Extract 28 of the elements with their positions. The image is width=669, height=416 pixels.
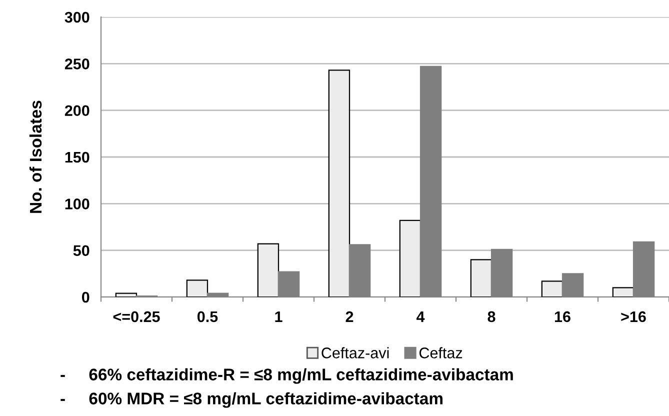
- bar: [328, 70, 350, 297]
- y-tick-label: 150: [65, 152, 90, 163]
- y-tick-label: 300: [64, 12, 90, 23]
- x-tick-label: 1: [275, 311, 282, 322]
- x-tick-label: >16: [621, 311, 646, 322]
- bar: [612, 287, 634, 297]
- y-tick-label: 200: [64, 105, 90, 116]
- x-tick-label: 16: [554, 311, 570, 322]
- text: - 66% ceftazidime-R = ≤8 mg/mL ceftazidime-avibactam: [60, 368, 513, 384]
- x-tick-label: 8: [488, 311, 496, 322]
- bar: [541, 280, 564, 297]
- x-tick-label: 4: [416, 311, 425, 322]
- x-tick-label: <=0.25: [113, 311, 160, 322]
- y-tick-label: 50: [73, 245, 90, 256]
- bar: [186, 280, 208, 297]
- y-tick-label: 100: [65, 198, 90, 210]
- y-axis-title: No. of Isolates: [29, 100, 42, 213]
- bar: [115, 292, 138, 297]
- legend-label: Ceftaz: [419, 347, 462, 358]
- x-tick-label: 0.5: [197, 311, 218, 322]
- bar: [470, 259, 492, 297]
- y-tick-label: 0: [82, 292, 90, 303]
- legend-label: Ceftaz-avi: [322, 347, 389, 358]
- y-tick-label: 250: [64, 58, 90, 70]
- bar: [399, 220, 422, 297]
- x-tick-label: 2: [346, 311, 354, 322]
- bar: [257, 243, 280, 297]
- text: - 60% MDR = ≤8 mg/mL ceftazidime-avibactam: [60, 392, 442, 408]
